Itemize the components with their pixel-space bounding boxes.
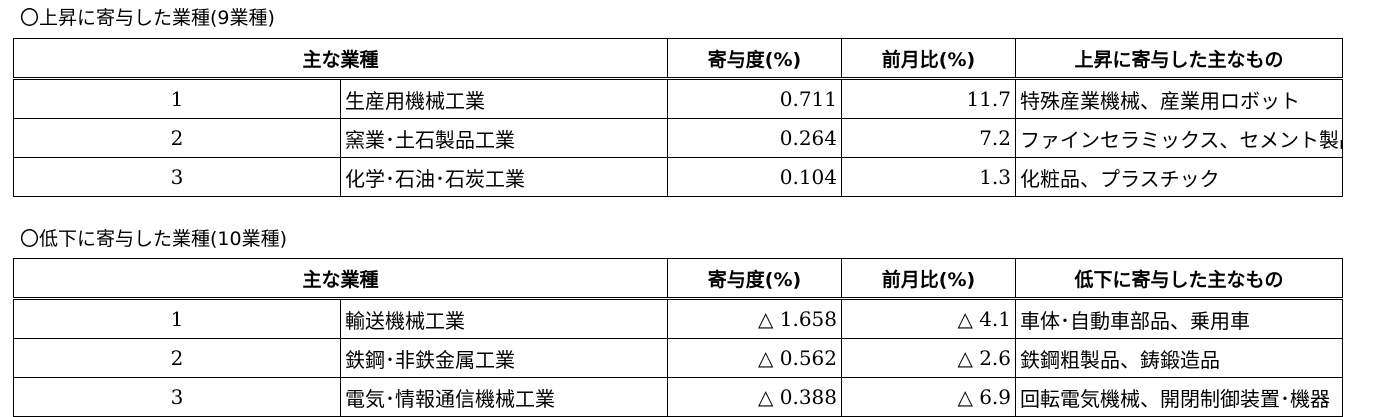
row-rank: 2 xyxy=(13,118,341,158)
row-industry: 輸送機械工業 xyxy=(340,298,668,339)
table-header-row: 主な業種 寄与度(%) 前月比(%) 低下に寄与した主なもの xyxy=(13,258,1343,300)
row-items: 回転電気機械、開閉制御装置･機器 xyxy=(1015,377,1343,417)
header-industry: 主な業種 xyxy=(13,258,668,300)
row-contribution: 0.104 xyxy=(667,157,842,197)
row-industry: 鉄鋼･非鉄金属工業 xyxy=(340,338,668,378)
header-mom: 前月比(%) xyxy=(841,38,1016,80)
row-rank: 1 xyxy=(13,78,341,119)
table-row: 2 窯業･土石製品工業 0.264 7.2 ファインセラミックス、セメント製品 xyxy=(13,118,1343,158)
row-mom: △ 6.9 xyxy=(841,377,1016,417)
row-contribution: 0.711 xyxy=(667,78,842,119)
header-contribution: 寄与度(%) xyxy=(667,38,842,80)
row-contribution: △ 0.388 xyxy=(667,377,842,417)
header-items: 上昇に寄与した主なもの xyxy=(1015,38,1343,80)
row-items: 特殊産業機械、産業用ロボット xyxy=(1015,78,1343,119)
header-items: 低下に寄与した主なもの xyxy=(1015,258,1343,300)
row-items: ファインセラミックス、セメント製品 xyxy=(1015,118,1343,158)
rising-industries-table: 主な業種 寄与度(%) 前月比(%) 上昇に寄与した主なもの 1 生産用機械工業… xyxy=(13,38,1343,197)
table-row: 3 化学･石油･石炭工業 0.104 1.3 化粧品、プラスチック xyxy=(13,157,1343,197)
row-rank: 2 xyxy=(13,338,341,378)
row-contribution: 0.264 xyxy=(667,118,842,158)
row-industry: 窯業･土石製品工業 xyxy=(340,118,668,158)
row-rank: 1 xyxy=(13,298,341,339)
falling-industries-table: 主な業種 寄与度(%) 前月比(%) 低下に寄与した主なもの 1 輸送機械工業 … xyxy=(13,258,1343,417)
row-industry: 化学･石油･石炭工業 xyxy=(340,157,668,197)
table-header-row: 主な業種 寄与度(%) 前月比(%) 上昇に寄与した主なもの xyxy=(13,38,1343,80)
row-contribution: △ 0.562 xyxy=(667,338,842,378)
row-rank: 3 xyxy=(13,377,341,417)
header-industry: 主な業種 xyxy=(13,38,668,80)
row-mom: 1.3 xyxy=(841,157,1016,197)
falling-section-title: 〇低下に寄与した業種(10業種) xyxy=(20,228,288,250)
table-row: 1 輸送機械工業 △ 1.658 △ 4.1 車体･自動車部品、乗用車 xyxy=(13,298,1343,339)
row-items: 車体･自動車部品、乗用車 xyxy=(1015,298,1343,339)
row-mom: △ 4.1 xyxy=(841,298,1016,339)
rising-section-title: 〇上昇に寄与した業種(9業種) xyxy=(20,7,275,29)
row-rank: 3 xyxy=(13,157,341,197)
table-row: 1 生産用機械工業 0.711 11.7 特殊産業機械、産業用ロボット xyxy=(13,78,1343,119)
table-row: 3 電気･情報通信機械工業 △ 0.388 △ 6.9 回転電気機械、開閉制御装… xyxy=(13,377,1343,417)
row-items: 化粧品、プラスチック xyxy=(1015,157,1343,197)
header-mom: 前月比(%) xyxy=(841,258,1016,300)
table-row: 2 鉄鋼･非鉄金属工業 △ 0.562 △ 2.6 鉄鋼粗製品、鋳鍛造品 xyxy=(13,338,1343,378)
row-mom: 11.7 xyxy=(841,78,1016,119)
row-mom: 7.2 xyxy=(841,118,1016,158)
row-industry: 生産用機械工業 xyxy=(340,78,668,119)
row-industry: 電気･情報通信機械工業 xyxy=(340,377,668,417)
row-items: 鉄鋼粗製品、鋳鍛造品 xyxy=(1015,338,1343,378)
row-mom: △ 2.6 xyxy=(841,338,1016,378)
header-contribution: 寄与度(%) xyxy=(667,258,842,300)
row-contribution: △ 1.658 xyxy=(667,298,842,339)
